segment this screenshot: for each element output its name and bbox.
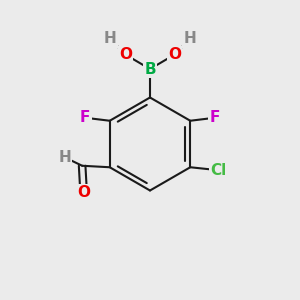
Text: H: H xyxy=(183,32,196,46)
Text: H: H xyxy=(104,32,117,46)
Text: Cl: Cl xyxy=(211,163,227,178)
Text: O: O xyxy=(119,47,132,62)
Text: B: B xyxy=(144,61,156,76)
Text: O: O xyxy=(77,185,90,200)
Text: O: O xyxy=(168,47,181,62)
Text: F: F xyxy=(80,110,90,125)
Text: F: F xyxy=(210,110,220,125)
Text: H: H xyxy=(58,150,71,165)
